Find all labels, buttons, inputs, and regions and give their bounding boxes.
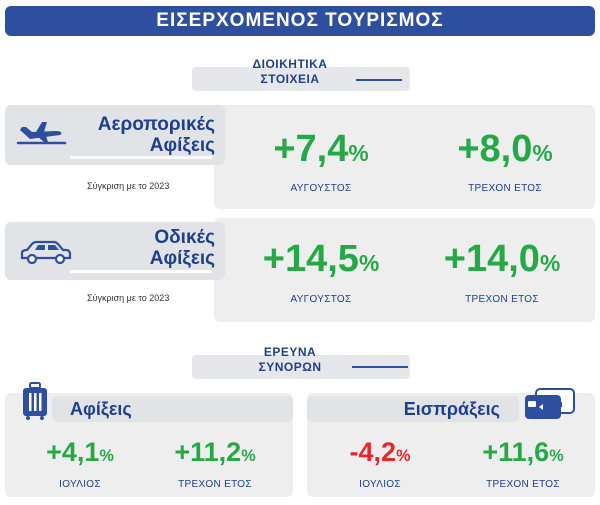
suitcase-icon: [23, 382, 47, 420]
page-title: ΕΙΣΕΡΧΟΜΕΝΟΣ ΤΟΥΡΙΣΜΟΣ: [156, 10, 444, 31]
survey-receipts-month-value: -4,2%: [349, 437, 411, 467]
road-arrivals-panel: [214, 218, 595, 322]
road-arrivals-ytd-caption: ΤΡΕΧΟΝ ΕΤΟΣ: [465, 294, 539, 305]
road-arrivals-stat-month: +14,5% ΑΥΓΟΥΣΤΟΣ: [246, 239, 396, 305]
survey-arrivals-month-caption: ΙΟΥΛΙΟΣ: [59, 479, 101, 490]
air-arrivals-month-caption: ΑΥΓΟΥΣΤΟΣ: [290, 183, 352, 194]
survey-arrivals-stat-ytd: +11,2% ΤΡΕΧΟΝ ΕΤΟΣ: [150, 437, 280, 490]
section-header-admin-underline: [356, 79, 402, 81]
section-header-survey-line2: ΣΥΝΟΡΩΝ: [258, 360, 322, 374]
survey-receipts-ytd-caption: ΤΡΕΧΟΝ ΕΤΟΣ: [486, 479, 560, 490]
survey-receipts-stat-ytd: +11,6% ΤΡΕΧΟΝ ΕΤΟΣ: [456, 437, 590, 490]
air-arrivals-divider: [70, 156, 212, 159]
road-arrivals-label-line1: Οδικές: [154, 227, 215, 248]
air-arrivals-month-value: +7,4%: [273, 128, 369, 170]
air-arrivals-label-line1: Αεροπορικές: [97, 114, 215, 135]
air-arrivals-ytd-value: +8,0%: [457, 128, 553, 170]
survey-receipts-month-caption: ΙΟΥΛΙΟΣ: [359, 479, 401, 490]
survey-arrivals-ytd-value: +11,2%: [174, 437, 256, 467]
section-header-survey-underline: [352, 366, 408, 368]
survey-arrivals-ytd-caption: ΤΡΕΧΟΝ ΕΤΟΣ: [178, 479, 252, 490]
survey-receipts-ytd-value: +11,6%: [482, 437, 564, 467]
airplane-icon: [16, 122, 67, 145]
road-arrivals-month-value: +14,5%: [262, 238, 380, 280]
air-arrivals-ytd-caption: ΤΡΕΧΟΝ ΕΤΟΣ: [468, 183, 542, 194]
survey-arrivals-stat-month: +4,1% ΙΟΥΛΙΟΣ: [22, 437, 138, 490]
section-header-admin-line1: ΔΙΟΙΚΗΤΙΚΑ: [252, 57, 328, 71]
survey-arrivals-month-value: +4,1%: [46, 437, 114, 467]
credit-card-icon: [525, 388, 575, 419]
survey-arrivals-label-box: [52, 396, 293, 422]
survey-receipts-label-box: [307, 396, 519, 422]
road-arrivals-label-line2: Αφίξεις: [149, 248, 215, 269]
air-arrivals-compare-note: Σύγκριση με το 2023: [87, 181, 170, 191]
road-arrivals-month-caption: ΑΥΓΟΥΣΤΟΣ: [290, 294, 352, 305]
survey-receipts-label: Εισπράξεις: [403, 399, 500, 419]
survey-receipts-stat-month: -4,2% ΙΟΥΛΙΟΣ: [320, 437, 440, 490]
section-header-survey-line1: ΕΡΕΥΝΑ: [263, 345, 317, 359]
air-arrivals-stat-month: +7,4% ΑΥΓΟΥΣΤΟΣ: [246, 129, 396, 194]
survey-arrivals-label: Αφίξεις: [70, 399, 132, 419]
road-arrivals-compare-note: Σύγκριση με το 2023: [87, 293, 170, 303]
car-icon: [20, 240, 72, 264]
road-arrivals-ytd-value: +14,0%: [443, 238, 561, 280]
air-arrivals-panel: [214, 105, 595, 209]
air-arrivals-label-line2: Αφίξεις: [149, 135, 215, 156]
road-arrivals-stat-ytd: +14,0% ΤΡΕΧΟΝ ΕΤΟΣ: [412, 239, 592, 305]
title-bar: ΕΙΣΕΡΧΟΜΕΝΟΣ ΤΟΥΡΙΣΜΟΣ: [5, 6, 595, 36]
air-arrivals-stat-ytd: +8,0% ΤΡΕΧΟΝ ΕΤΟΣ: [420, 129, 590, 194]
section-header-admin-line2: ΣΤΟΙΧΕΙΑ: [260, 72, 320, 86]
road-arrivals-divider: [70, 270, 212, 273]
